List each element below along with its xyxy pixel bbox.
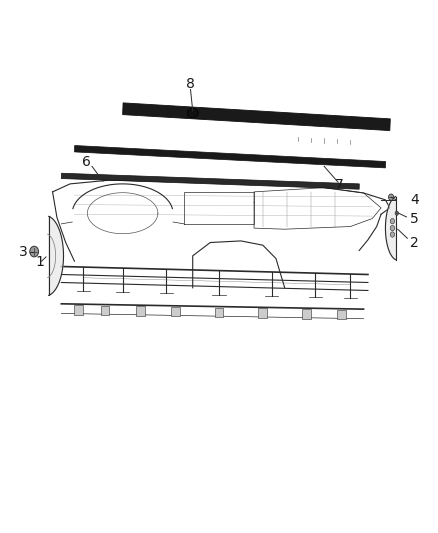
Text: 8: 8 bbox=[186, 77, 195, 91]
Circle shape bbox=[389, 194, 394, 200]
Bar bbox=[215, 308, 223, 317]
Polygon shape bbox=[61, 173, 359, 189]
Polygon shape bbox=[74, 146, 386, 168]
Bar bbox=[101, 305, 110, 315]
Circle shape bbox=[390, 225, 395, 231]
Polygon shape bbox=[49, 216, 64, 295]
Ellipse shape bbox=[187, 108, 198, 118]
Bar bbox=[302, 309, 311, 319]
Text: 3: 3 bbox=[19, 245, 28, 259]
Text: 2: 2 bbox=[410, 236, 419, 249]
Circle shape bbox=[390, 232, 395, 237]
Bar bbox=[337, 310, 346, 319]
Circle shape bbox=[395, 211, 399, 215]
Polygon shape bbox=[385, 197, 396, 260]
Polygon shape bbox=[123, 103, 390, 131]
Text: 1: 1 bbox=[35, 255, 44, 269]
Text: 5: 5 bbox=[410, 212, 419, 225]
Circle shape bbox=[30, 246, 39, 257]
Circle shape bbox=[390, 219, 395, 224]
Bar bbox=[171, 307, 180, 317]
Text: 4: 4 bbox=[410, 193, 419, 207]
Bar bbox=[258, 309, 267, 318]
Text: 6: 6 bbox=[82, 155, 91, 169]
Text: 7: 7 bbox=[335, 179, 344, 192]
Bar bbox=[74, 305, 83, 315]
Bar bbox=[136, 306, 145, 316]
